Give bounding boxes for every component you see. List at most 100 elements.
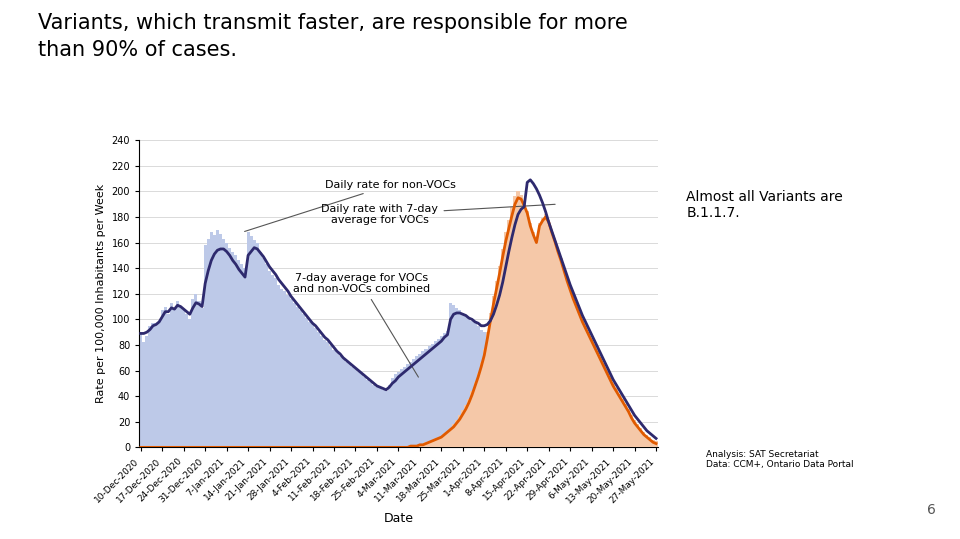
Bar	[378, 389, 381, 447]
Bar	[332, 350, 335, 447]
Bar	[612, 383, 614, 447]
Bar	[492, 296, 495, 447]
Bar	[519, 412, 522, 447]
Bar	[480, 329, 483, 447]
Bar	[588, 332, 590, 447]
Bar	[314, 328, 317, 447]
Bar	[209, 232, 213, 447]
Bar	[345, 362, 348, 447]
Bar	[557, 249, 560, 447]
Bar	[286, 295, 290, 447]
Bar	[501, 249, 504, 447]
Bar	[400, 369, 403, 447]
Bar	[516, 191, 519, 447]
Bar	[526, 211, 529, 447]
Text: 7-day average for VOCs
and non-VOCs combined: 7-day average for VOCs and non-VOCs comb…	[293, 273, 430, 377]
Bar	[324, 340, 326, 447]
Bar	[446, 331, 449, 447]
Bar	[565, 446, 568, 447]
Bar	[160, 310, 164, 447]
Bar	[630, 416, 633, 447]
Bar	[621, 399, 624, 447]
Bar	[519, 195, 522, 447]
Bar	[252, 240, 255, 447]
Bar	[360, 375, 363, 447]
Y-axis label: Rate per 100,000 Inhabitants per Week: Rate per 100,000 Inhabitants per Week	[96, 184, 106, 403]
Bar	[348, 364, 350, 447]
Bar	[563, 446, 565, 447]
Bar	[237, 260, 240, 447]
Bar	[277, 285, 280, 447]
Bar	[535, 440, 538, 447]
Bar	[240, 264, 244, 447]
Bar	[498, 266, 501, 447]
Bar	[219, 233, 222, 447]
Bar	[149, 326, 152, 447]
Bar	[421, 444, 424, 447]
Bar	[486, 335, 489, 447]
Bar	[173, 309, 176, 447]
Bar	[470, 321, 473, 447]
Bar	[504, 232, 507, 447]
Bar	[529, 433, 532, 447]
Bar	[489, 337, 492, 447]
Bar	[419, 354, 421, 447]
Bar	[470, 391, 473, 447]
Bar	[514, 197, 516, 447]
Bar	[560, 258, 563, 447]
Bar	[511, 381, 514, 447]
Bar	[335, 353, 339, 447]
Bar	[538, 442, 541, 447]
Bar	[535, 240, 538, 447]
Bar	[280, 289, 283, 447]
Bar	[421, 351, 424, 447]
Bar	[440, 336, 443, 447]
Bar	[602, 364, 606, 447]
Bar	[231, 252, 234, 447]
Bar	[437, 437, 440, 447]
Bar	[553, 445, 557, 447]
Bar	[427, 441, 431, 447]
Bar	[424, 442, 427, 447]
Bar	[565, 278, 568, 447]
Bar	[568, 446, 572, 447]
Bar	[385, 391, 388, 447]
Bar	[462, 313, 465, 447]
Text: Daily rate for non-VOCs: Daily rate for non-VOCs	[245, 180, 456, 231]
Bar	[480, 362, 483, 447]
Bar	[452, 305, 455, 447]
Bar	[526, 428, 529, 447]
Bar	[434, 341, 437, 447]
Bar	[301, 314, 305, 447]
Bar	[624, 404, 627, 447]
Bar	[462, 410, 465, 447]
Bar	[544, 445, 547, 447]
Bar	[627, 409, 630, 447]
Bar	[557, 446, 560, 447]
Bar	[424, 349, 427, 447]
Bar	[412, 359, 416, 447]
Bar	[617, 393, 621, 447]
Bar	[575, 446, 578, 447]
Bar	[228, 248, 231, 447]
Bar	[293, 303, 296, 447]
Bar	[648, 437, 652, 447]
Bar	[213, 235, 216, 447]
Bar	[403, 367, 406, 447]
Bar	[275, 278, 277, 447]
Bar	[409, 362, 412, 447]
Bar	[437, 338, 440, 447]
Bar	[370, 382, 372, 447]
Bar	[363, 377, 366, 447]
Text: Variants, which transmit faster, are responsible for more
than 90% of cases.: Variants, which transmit faster, are res…	[38, 13, 628, 60]
Bar	[486, 332, 489, 447]
Bar	[339, 356, 342, 447]
Bar	[419, 444, 421, 447]
Bar	[560, 446, 563, 447]
Bar	[259, 252, 262, 447]
Bar	[326, 342, 329, 447]
Bar	[366, 379, 370, 447]
Bar	[170, 303, 173, 447]
Bar	[572, 446, 575, 447]
Bar	[354, 369, 357, 447]
